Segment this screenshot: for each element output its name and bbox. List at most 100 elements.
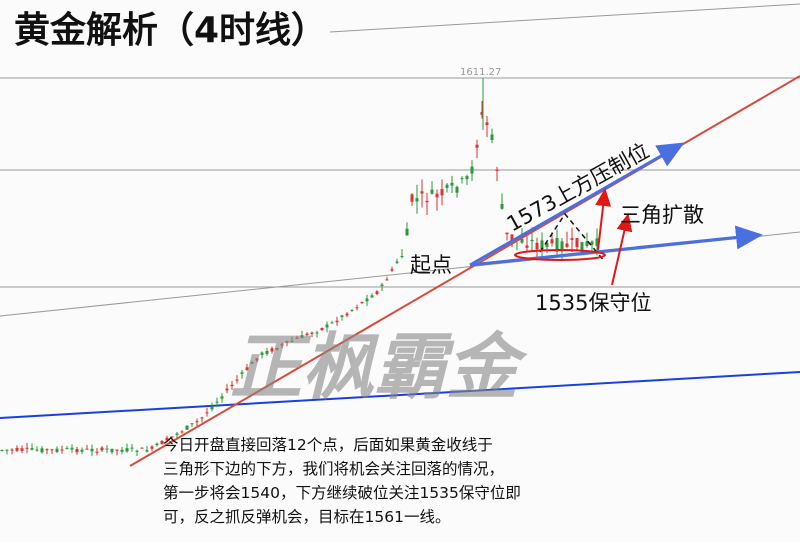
candle: [270, 348, 274, 352]
candle: [120, 449, 124, 452]
candle: [460, 178, 464, 180]
candle: [390, 269, 394, 271]
candle: [330, 322, 334, 324]
arrow: [469, 142, 685, 267]
candle: [335, 320, 339, 323]
candle: [40, 448, 44, 453]
candle: [550, 239, 554, 244]
candle: [200, 417, 204, 419]
candle: [350, 309, 354, 311]
candle: [110, 448, 114, 453]
candle: [210, 406, 214, 410]
candle: [205, 412, 209, 414]
candle: [430, 189, 434, 194]
candle: [440, 189, 444, 196]
candle: [455, 186, 459, 193]
candle: [380, 284, 384, 287]
candle: [220, 396, 224, 399]
candle: [50, 449, 54, 451]
candle: [25, 447, 29, 449]
candle: [265, 351, 269, 355]
candle: [145, 450, 149, 452]
candle: [410, 194, 414, 202]
candle: [345, 313, 349, 316]
candle: [225, 388, 229, 391]
candle: [5, 449, 9, 451]
analysis-line: 今日开盘直接回落12个点，后面如果黄金收线于: [163, 435, 493, 454]
watermark: 正枫霸金: [230, 325, 528, 409]
candle: [105, 448, 109, 450]
trend-line: [329, 3, 800, 33]
candle: [325, 324, 329, 328]
candle: [385, 279, 389, 281]
candle: [540, 240, 544, 250]
candle: [530, 239, 534, 242]
candle: [520, 238, 524, 243]
candle: [480, 111, 484, 115]
candle: [30, 448, 34, 450]
candle: [405, 228, 409, 236]
candle: [295, 337, 299, 339]
candle: [285, 341, 289, 343]
annotation: 起点: [410, 253, 452, 277]
candle: [195, 421, 199, 423]
candle: [495, 169, 499, 171]
candle: [290, 341, 294, 343]
candle: [20, 448, 24, 451]
candle: [575, 238, 579, 248]
candle: [420, 191, 424, 194]
candle: [300, 335, 304, 339]
candle: [115, 449, 119, 451]
candle: [90, 448, 94, 452]
candle: [190, 423, 194, 425]
candle: [360, 302, 364, 304]
price-label: 1611.27: [460, 67, 501, 78]
candle: [490, 134, 494, 140]
candle: [150, 446, 154, 449]
candle: [240, 372, 244, 374]
candle: [450, 182, 454, 186]
candle: [160, 440, 164, 445]
candle: [95, 451, 99, 453]
candle: [570, 238, 574, 240]
candle: [180, 431, 184, 433]
candle: [315, 332, 319, 334]
candle: [545, 242, 549, 247]
candle: [70, 447, 74, 450]
candle: [525, 245, 529, 248]
candle: [435, 193, 439, 198]
candle: [125, 448, 129, 452]
candle: [100, 447, 104, 451]
candle: [10, 449, 14, 451]
candle: [595, 238, 599, 246]
candle: [365, 298, 369, 302]
candle: [140, 447, 144, 449]
candles: [0, 78, 599, 457]
candle: [565, 243, 569, 247]
candle: [250, 362, 254, 364]
candle: [230, 384, 234, 387]
candle: [535, 242, 539, 250]
candle: [245, 367, 249, 370]
candle: [305, 333, 309, 336]
candle: [65, 448, 69, 450]
candle: [130, 447, 134, 449]
uptrend-line: [129, 75, 800, 467]
candle: [395, 261, 399, 263]
ellipse: [514, 249, 606, 261]
annotation: 1535保守位: [535, 291, 651, 315]
analysis-line: 可，反之抓反弹机会，目标在1561一线。: [163, 508, 450, 526]
candle: [275, 348, 279, 350]
candle: [165, 437, 169, 441]
candle: [45, 449, 49, 451]
candle: [55, 448, 59, 452]
candle: [135, 450, 139, 452]
candle: [60, 449, 64, 451]
arrow: [469, 225, 763, 267]
analysis-line: 第一步将会1540，下方继续破位关注1535保守位即: [163, 484, 521, 502]
candle: [500, 203, 504, 209]
candle: [470, 166, 474, 174]
